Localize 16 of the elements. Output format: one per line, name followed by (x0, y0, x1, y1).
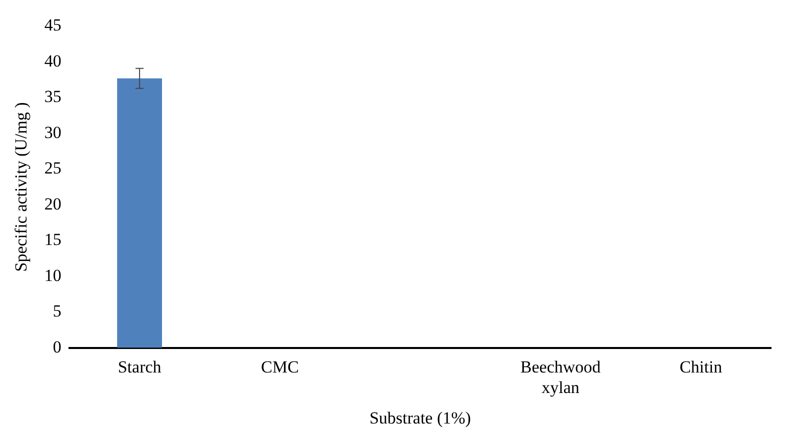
x-tick-label: CMC (260, 357, 299, 376)
y-tick-label: 30 (44, 122, 62, 142)
x-tick-label: Starch (118, 357, 162, 376)
x-tick-label: Chitin (680, 357, 723, 376)
y-tick-label: 15 (44, 230, 62, 250)
y-axis-title: Specific activity (U/mg ) (12, 102, 31, 272)
y-tick-label: 40 (44, 51, 62, 70)
y-tick-label: 0 (52, 337, 62, 356)
y-tick-label: 35 (44, 87, 62, 106)
y-tick-label: 5 (52, 302, 62, 321)
x-tick-label: Beechwood xylan (520, 357, 602, 397)
y-tick-label: 25 (44, 158, 62, 178)
x-axis-title: Substrate (1%) (369, 408, 471, 428)
y-tick-label: 45 (44, 16, 62, 35)
y-tick-label: 20 (44, 194, 62, 214)
y-tick-label: 10 (44, 266, 62, 285)
